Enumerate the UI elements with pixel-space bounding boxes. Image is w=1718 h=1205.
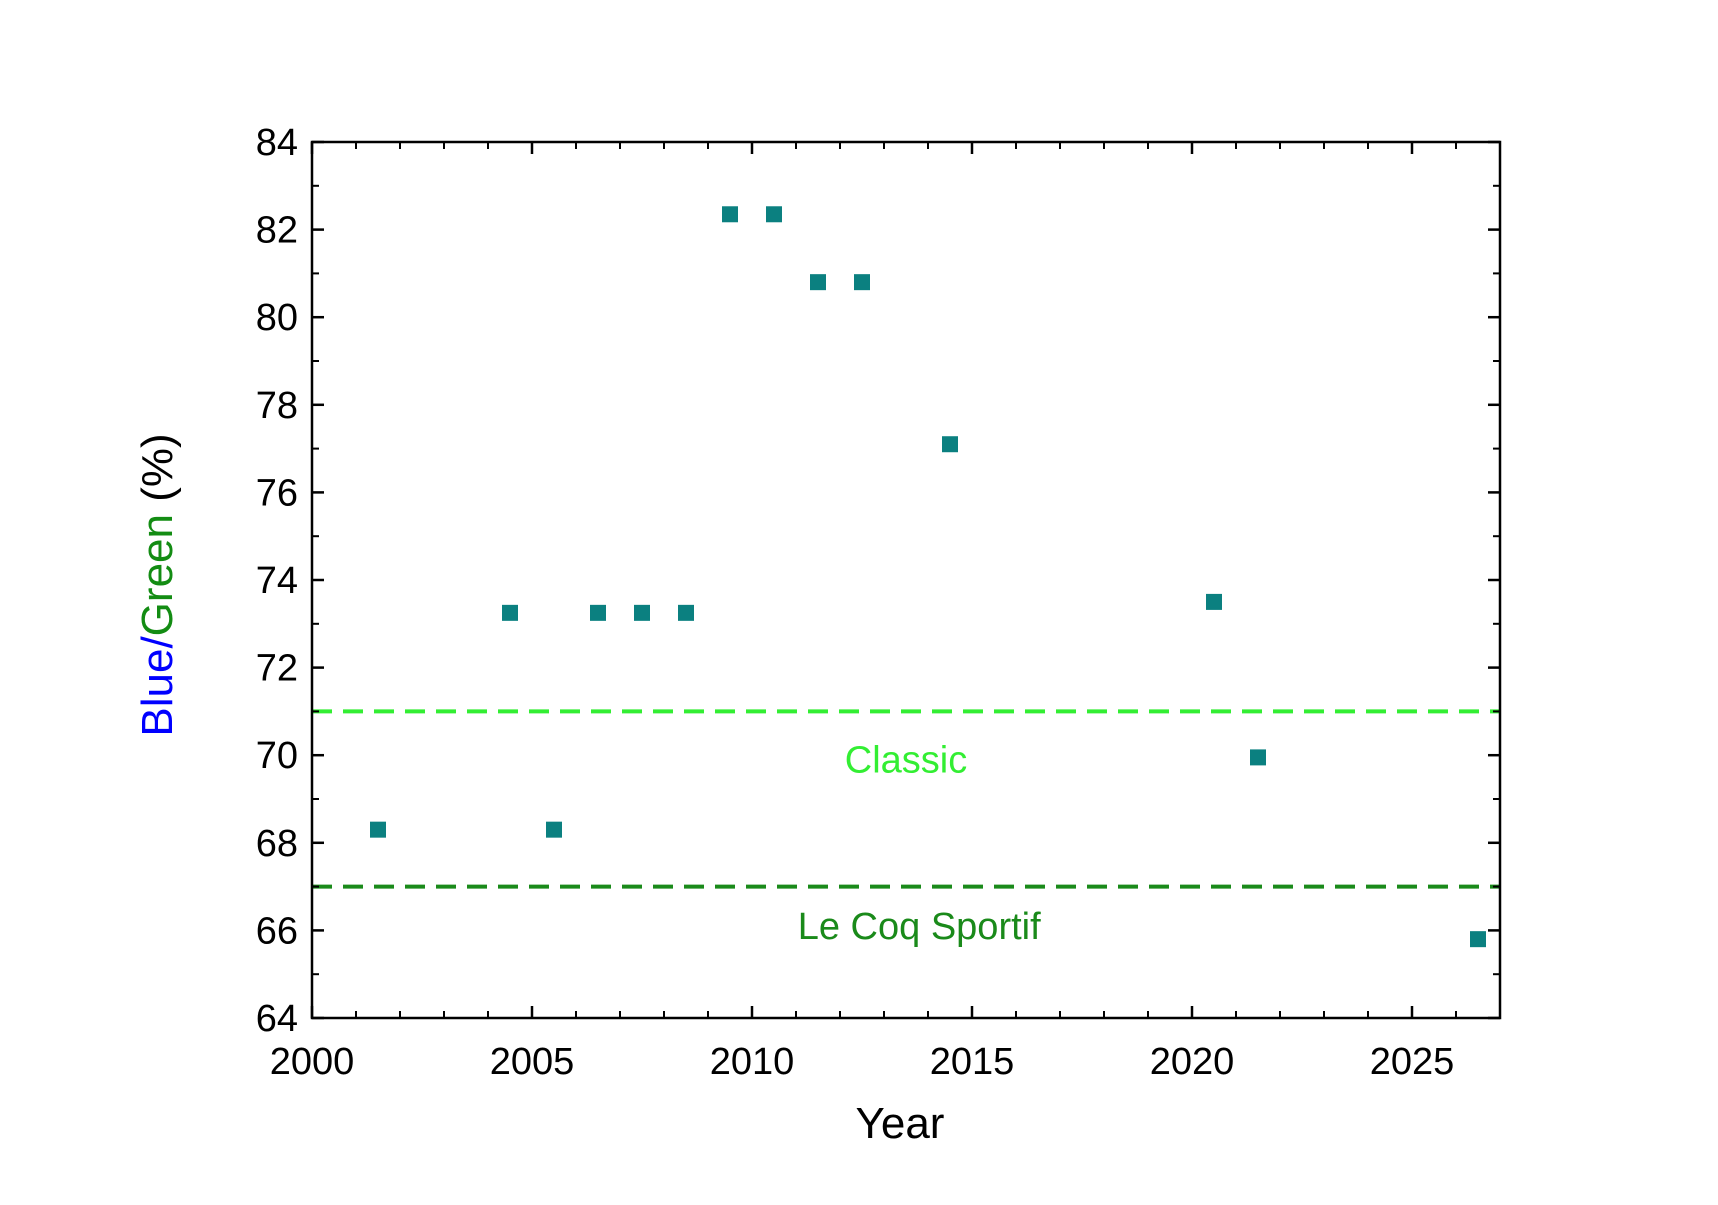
data-point — [1250, 749, 1266, 766]
x-tick-label: 2005 — [490, 1041, 575, 1083]
reference-line-label: Le Coq Sportif — [798, 906, 1041, 948]
x-tick-label: 2010 — [710, 1041, 795, 1083]
y-axis-title-unit: (%) — [133, 433, 182, 514]
data-point — [590, 604, 606, 621]
data-point — [810, 274, 826, 291]
y-tick-label: 64 — [256, 998, 298, 1040]
y-axis-title-blue: Blue — [133, 649, 182, 737]
y-axis-title-green: Green — [133, 514, 182, 636]
reference-line-label: Classic — [845, 740, 967, 782]
y-tick-label: 78 — [256, 385, 298, 427]
data-point — [634, 604, 650, 621]
data-point — [722, 206, 738, 223]
data-points — [370, 206, 1486, 948]
y-tick-label: 84 — [256, 122, 298, 164]
data-point — [678, 604, 694, 621]
data-point — [766, 206, 782, 223]
plot-frame — [310, 140, 1502, 1020]
x-tick-label: 2020 — [1150, 1041, 1235, 1083]
x-tick-label: 2025 — [1370, 1041, 1455, 1083]
x-axis-title: Year — [856, 1099, 945, 1148]
y-tick-label: 70 — [256, 735, 298, 777]
y-tick-labels: 64 66 68 70 72 74 76 78 80 82 84 — [256, 122, 298, 1040]
y-tick-label: 80 — [256, 297, 298, 339]
data-point — [1470, 931, 1486, 948]
data-point — [1206, 593, 1222, 610]
y-tick-label: 66 — [256, 910, 298, 952]
annotations: Classic Le Coq Sportif — [798, 740, 1041, 948]
x-tick-label: 2015 — [930, 1041, 1015, 1083]
y-tick-label: 82 — [256, 210, 298, 252]
data-point — [854, 274, 870, 291]
y-tick-label: 68 — [256, 823, 298, 865]
x-tick-labels: 2000 2005 2010 2015 2020 2025 — [270, 1041, 1455, 1083]
y-axis-title-slash: / — [133, 636, 182, 649]
data-point — [942, 436, 958, 453]
data-point — [546, 821, 562, 838]
data-point — [370, 821, 386, 838]
reference-lines — [312, 709, 1500, 889]
y-axis-title: Blue/Green (%) — [133, 433, 182, 736]
y-tick-label: 72 — [256, 648, 298, 690]
data-point — [502, 604, 518, 621]
x-tick-label: 2000 — [270, 1041, 355, 1083]
y-tick-label: 76 — [256, 472, 298, 514]
y-tick-label: 74 — [256, 560, 298, 602]
